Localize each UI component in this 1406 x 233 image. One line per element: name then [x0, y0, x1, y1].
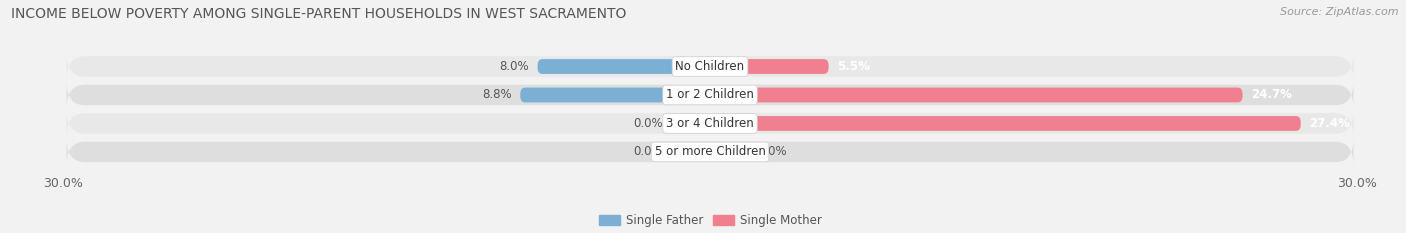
FancyBboxPatch shape [66, 138, 1354, 166]
FancyBboxPatch shape [671, 144, 710, 159]
Text: 27.4%: 27.4% [1309, 117, 1350, 130]
FancyBboxPatch shape [537, 59, 710, 74]
Text: 0.0%: 0.0% [633, 145, 662, 158]
Text: 8.0%: 8.0% [499, 60, 529, 73]
Text: 3 or 4 Children: 3 or 4 Children [666, 117, 754, 130]
Text: No Children: No Children [675, 60, 745, 73]
Legend: Single Father, Single Mother: Single Father, Single Mother [593, 209, 827, 232]
FancyBboxPatch shape [66, 81, 1354, 109]
Text: 0.0%: 0.0% [758, 145, 787, 158]
Text: 0.0%: 0.0% [633, 117, 662, 130]
FancyBboxPatch shape [671, 116, 710, 131]
FancyBboxPatch shape [710, 59, 828, 74]
Text: 8.8%: 8.8% [482, 89, 512, 102]
FancyBboxPatch shape [66, 53, 1354, 80]
FancyBboxPatch shape [66, 110, 1354, 137]
Text: 1 or 2 Children: 1 or 2 Children [666, 89, 754, 102]
Text: INCOME BELOW POVERTY AMONG SINGLE-PARENT HOUSEHOLDS IN WEST SACRAMENTO: INCOME BELOW POVERTY AMONG SINGLE-PARENT… [11, 7, 627, 21]
Text: 5 or more Children: 5 or more Children [655, 145, 765, 158]
FancyBboxPatch shape [710, 116, 1301, 131]
Text: 5.5%: 5.5% [837, 60, 870, 73]
FancyBboxPatch shape [520, 88, 710, 102]
FancyBboxPatch shape [710, 88, 1243, 102]
FancyBboxPatch shape [710, 144, 749, 159]
Text: Source: ZipAtlas.com: Source: ZipAtlas.com [1281, 7, 1399, 17]
Text: 24.7%: 24.7% [1251, 89, 1292, 102]
